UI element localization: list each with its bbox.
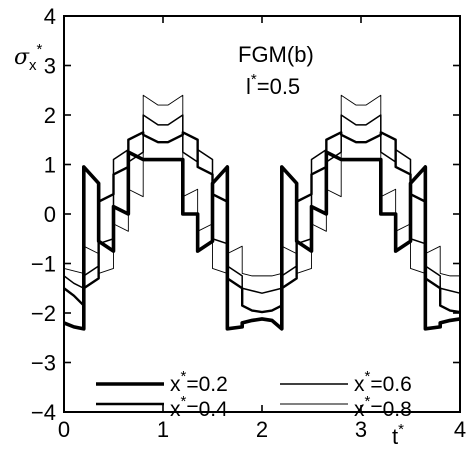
legend-label-x02: x*=0.2 (170, 368, 228, 396)
x-tick-label: 1 (157, 417, 169, 442)
annotation-parameter: l*=0.5 (246, 71, 300, 99)
legend-label-x08: x*=0.8 (354, 393, 412, 421)
x-tick-label: 3 (355, 417, 367, 442)
plot-frame (63, 15, 461, 413)
x-tick-label: 0 (58, 417, 70, 442)
axis-ticks: 0 1 2 3 4 4 3 2 1 0 −1 −2 −3 −4 (31, 4, 466, 442)
y-tick-label: 0 (44, 202, 56, 227)
legend-label-x04: x*=0.4 (170, 393, 228, 421)
y-tick-label: −2 (31, 301, 56, 326)
y-tick-label: 2 (44, 103, 56, 128)
series-line-2 (63, 131, 461, 314)
series-line-3 (63, 114, 461, 294)
x-axis-label: t* (392, 421, 404, 449)
x-tick-label: 2 (256, 417, 268, 442)
legend: x*=0.2 x*=0.4 x*=0.6 x*=0.8 (96, 368, 412, 421)
series-layer (63, 94, 461, 331)
y-tick-label: 4 (44, 4, 56, 29)
series-line-4 (63, 94, 460, 277)
y-axis-subscript: x (29, 57, 37, 74)
y-axis-label: σx* (14, 41, 43, 74)
series-line-1 (63, 150, 461, 331)
annotation-material: FGM(b) (238, 42, 314, 67)
legend-label-x06: x*=0.6 (354, 368, 412, 396)
y-axis-superscript: * (37, 41, 43, 58)
y-tick-label: 3 (44, 54, 56, 79)
y-tick-label: 1 (44, 153, 56, 178)
y-tick-label: −3 (31, 351, 56, 376)
y-tick-label: −4 (31, 400, 56, 425)
x-tick-label: 4 (454, 417, 466, 442)
y-tick-label: −1 (31, 252, 56, 277)
